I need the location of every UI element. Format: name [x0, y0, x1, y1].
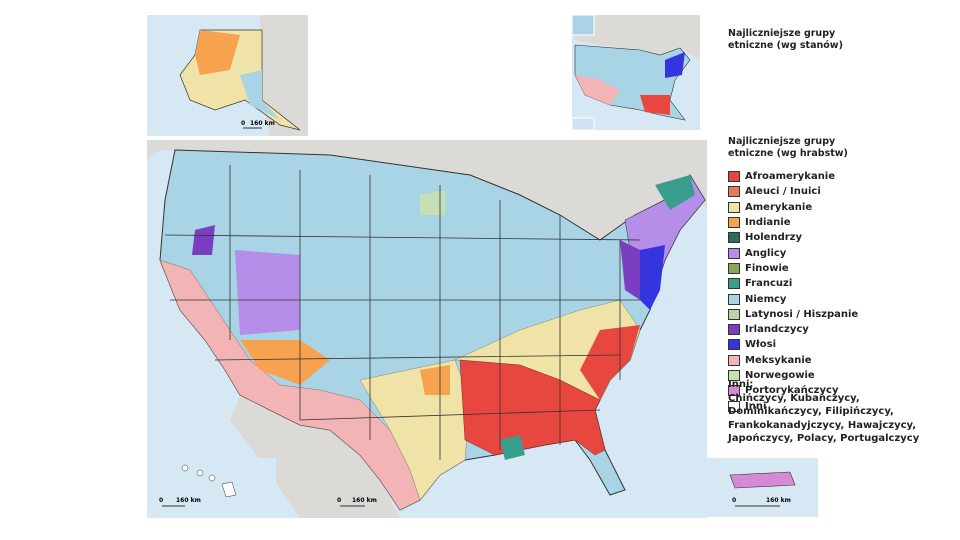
- scale-distance: 160 km: [250, 120, 275, 127]
- scale-zero: 0: [159, 497, 163, 504]
- legend-item: Latynosi / Hiszpanie: [728, 307, 858, 322]
- states-legend-title: Najliczniejsze grupy etniczne (wg stanów…: [728, 28, 843, 51]
- pr-inset: [690, 458, 818, 517]
- legend-item: Holendrzy: [728, 230, 858, 245]
- legend-swatch: [728, 247, 740, 259]
- states-italian: [665, 52, 685, 78]
- legend-swatch: [728, 308, 740, 320]
- region-irish: [620, 240, 640, 300]
- legend-item: Finowie: [728, 261, 858, 276]
- region-african-american-east: [580, 325, 640, 400]
- scale-zero: 0: [337, 497, 341, 504]
- legend-item: Włosi: [728, 337, 858, 352]
- legend-item: Indianie: [728, 215, 858, 230]
- states-alaska: [571, 14, 595, 36]
- states-hawaii: [571, 117, 595, 131]
- legend-item: Meksykanie: [728, 353, 858, 368]
- legend-label: Holendrzy: [745, 232, 802, 244]
- legend-item: Inni: [728, 398, 858, 413]
- alaska-native: [195, 30, 240, 75]
- other-label: Inni:: [728, 379, 754, 390]
- legend-label: Portorykańczycy: [745, 385, 839, 397]
- region-italian: [640, 245, 665, 310]
- legend-swatch: [728, 293, 740, 305]
- legend-label: Amerykanie: [745, 201, 813, 213]
- legend-item: Norwegowie: [728, 368, 858, 383]
- canada-inset: [260, 15, 308, 136]
- mexico: [230, 395, 400, 518]
- alaska-german: [240, 70, 280, 120]
- legend-label: Meksykanie: [745, 354, 812, 366]
- region-native-ok: [420, 365, 450, 395]
- legend-item: Afroamerykanie: [728, 169, 858, 184]
- legend-swatch: [728, 400, 740, 412]
- scale-distance: 160 km: [766, 497, 791, 504]
- region-french-la: [500, 435, 525, 460]
- legend-swatch: [728, 186, 740, 198]
- region-norwegian: [420, 190, 445, 215]
- legend-item: Irlandczycy: [728, 322, 858, 337]
- legend-swatch: [728, 262, 740, 274]
- region-french: [655, 175, 695, 210]
- state-lines-v: [229, 165, 621, 460]
- legend-swatch: [728, 201, 740, 213]
- legend: Afroamerykanie Aleuci / Inuici Amerykanie I…: [728, 169, 858, 414]
- legend-label: Afroamerykanie: [745, 171, 836, 183]
- legend-label: Włosi: [745, 339, 776, 351]
- states-mexican: [575, 75, 620, 105]
- legend-swatch: [728, 171, 740, 183]
- legend-swatch: [728, 217, 740, 229]
- state-lines-h: [164, 234, 641, 421]
- legend-item: Anglicy: [728, 245, 858, 260]
- legend-label: Francuzi: [745, 278, 793, 290]
- legend-item: Niemcy: [728, 291, 858, 306]
- legend-item: Francuzi: [728, 276, 858, 291]
- region-mexican: [159, 259, 421, 511]
- legend-item: Aleuci / Inuici: [728, 184, 858, 199]
- hawaii-inset: [147, 458, 276, 517]
- legend-swatch: [728, 232, 740, 244]
- legend-label: Indianie: [745, 217, 791, 229]
- legend-swatch: [728, 324, 740, 336]
- region-english: [235, 250, 300, 335]
- scale-zero: 0: [241, 120, 245, 127]
- legend-label: Niemcy: [745, 293, 787, 305]
- other-note: Inni: Chińczycy, Kubańczycy, Dominikańcz…: [728, 378, 938, 446]
- legend-swatch: [728, 339, 740, 351]
- legend-swatch: [728, 278, 740, 290]
- legend-label: Finowie: [745, 262, 789, 274]
- region-native: [240, 340, 330, 385]
- scale-distance: 160 km: [352, 497, 377, 504]
- legend-swatch: [728, 385, 740, 397]
- legend-label: Inni: [745, 400, 767, 412]
- hawaii: [181, 464, 237, 498]
- canada: [147, 140, 707, 240]
- puerto-rico: [729, 471, 796, 489]
- island: [181, 464, 189, 472]
- legend-item: Portorykańczycy: [728, 383, 858, 398]
- legend-label: Norwegowie: [745, 370, 815, 381]
- state-borders: [164, 165, 641, 460]
- other-text: Chińczycy, Kubańczycy, Dominikańczycy, F…: [728, 392, 920, 445]
- legend-item: Amerykanie: [728, 200, 858, 215]
- counties-legend-title: Najliczniejsze grupy etniczne (wg hrabst…: [728, 136, 848, 159]
- legend-label: Latynosi / Hiszpanie: [745, 308, 859, 320]
- legend-swatch: [728, 354, 740, 366]
- states-canada: [572, 15, 700, 60]
- legend-label: Irlandczycy: [745, 324, 809, 336]
- legend-label: Anglicy: [745, 247, 787, 259]
- scale-zero: 0: [732, 497, 736, 504]
- region-irish-west: [192, 225, 215, 255]
- island: [221, 481, 237, 498]
- states-african: [640, 95, 670, 115]
- legend-label: Aleuci / Inuici: [745, 186, 821, 198]
- scale-distance: 160 km: [176, 497, 201, 504]
- legend-swatch: [728, 370, 740, 381]
- island: [208, 474, 216, 482]
- island: [196, 469, 204, 477]
